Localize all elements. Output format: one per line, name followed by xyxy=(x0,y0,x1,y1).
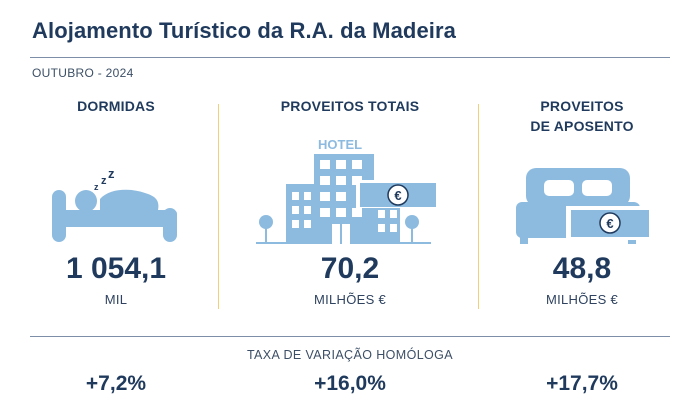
indicator-proveitos-totais: PROVEITOS TOTAIS xyxy=(245,96,455,140)
change-dormidas: +7,2% xyxy=(85,372,147,395)
euro-symbol: € xyxy=(606,216,613,231)
svg-text:z: z xyxy=(108,168,115,181)
indicator-proveitos-aposento: PROVEITOS DE APOSENTO xyxy=(477,96,687,140)
unit-proveitos-totais: MILHÕES € xyxy=(313,292,387,307)
column-divider-2 xyxy=(478,104,479,309)
banknote-icon: € xyxy=(566,206,652,240)
unit-dormidas: MIL xyxy=(104,292,128,307)
column-divider-1 xyxy=(218,104,219,309)
hotel-building-icon: HOTEL € xyxy=(256,137,438,244)
sleeping-person-icon: z z z xyxy=(52,168,177,242)
svg-text:z: z xyxy=(101,175,107,187)
change-proveitos-totais: +16,0% xyxy=(314,372,386,395)
variation-divider xyxy=(30,336,670,337)
hotel-sign-label: HOTEL xyxy=(318,137,362,152)
euro-symbol: € xyxy=(394,188,401,203)
variation-title: TAXA DE VARIAÇÃO HOMÓLOGA xyxy=(246,348,454,362)
value-proveitos-aposento: 48,8 xyxy=(552,252,612,285)
value-dormidas: 1 054,1 xyxy=(65,252,167,285)
indicator-heading: PROVEITOS DE APOSENTO xyxy=(530,98,634,134)
page-title: Alojamento Turístico da R.A. da Madeira xyxy=(32,18,457,43)
svg-text:z: z xyxy=(94,182,99,192)
period-label: OUTUBRO - 2024 xyxy=(32,66,134,80)
change-proveitos-aposento: +17,7% xyxy=(546,372,618,395)
indicator-heading: DORMIDAS xyxy=(77,98,155,114)
title-divider xyxy=(30,57,670,58)
indicator-dormidas: DORMIDAS xyxy=(11,96,221,140)
indicator-heading: PROVEITOS TOTAIS xyxy=(280,98,420,114)
banknote-icon: € xyxy=(356,180,438,208)
bed-with-banknote-icon: € xyxy=(516,168,652,244)
value-proveitos-totais: 70,2 xyxy=(320,252,380,285)
unit-proveitos-aposento: MILHÕES € xyxy=(545,292,619,307)
